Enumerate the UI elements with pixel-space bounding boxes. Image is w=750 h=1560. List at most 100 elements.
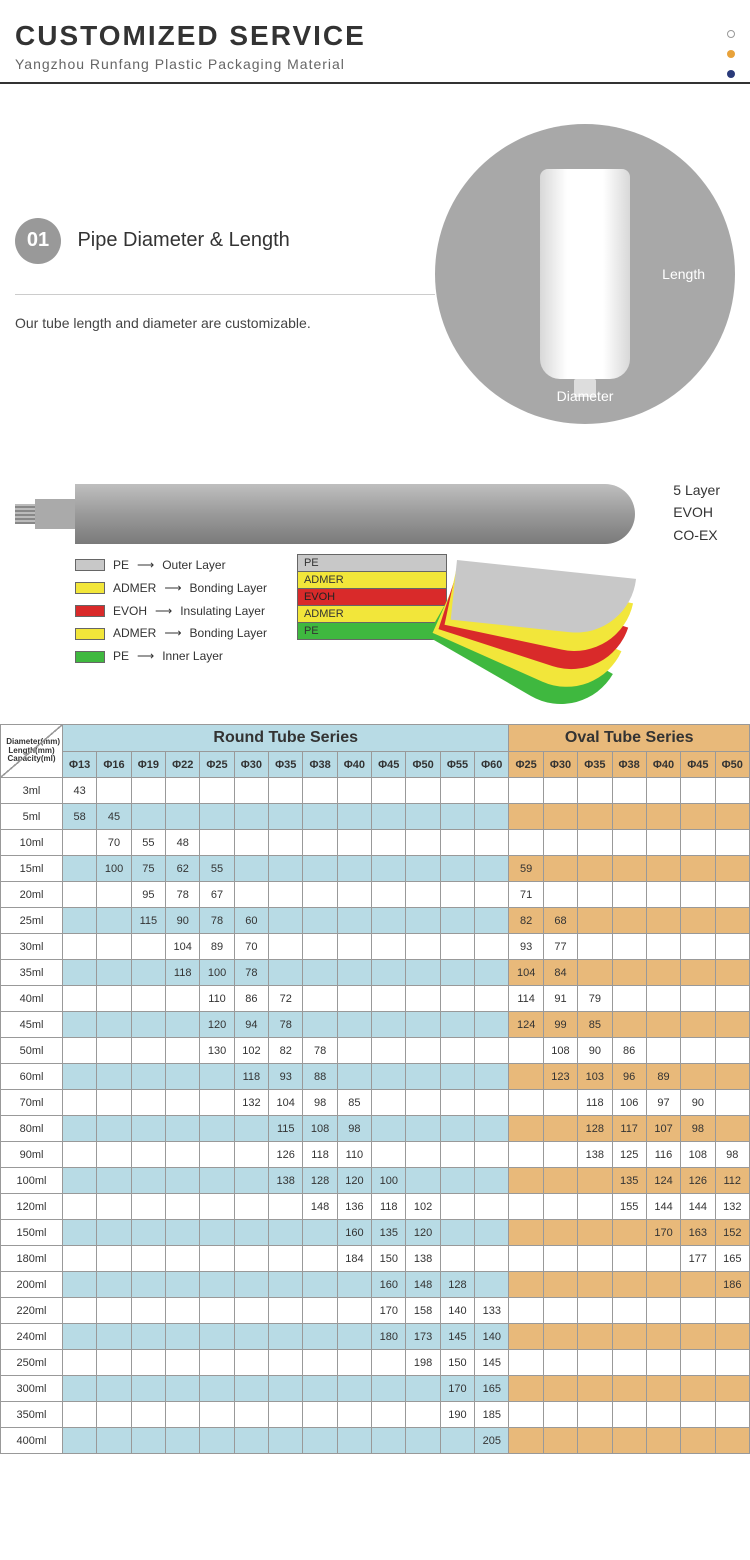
data-cell xyxy=(337,1324,371,1350)
data-cell xyxy=(234,1376,268,1402)
data-cell: 118 xyxy=(166,960,200,986)
data-cell xyxy=(646,1272,680,1298)
data-cell: 82 xyxy=(509,908,543,934)
data-cell xyxy=(234,1428,268,1454)
capacity-cell: 40ml xyxy=(1,986,63,1012)
section-title: Pipe Diameter & Length xyxy=(77,229,289,252)
data-cell xyxy=(234,882,268,908)
table-row: 120ml148136118102155144144132 xyxy=(1,1194,750,1220)
data-cell xyxy=(234,1324,268,1350)
data-cell: 163 xyxy=(681,1220,715,1246)
section-description: Our tube length and diameter are customi… xyxy=(15,294,435,331)
data-cell xyxy=(337,804,371,830)
data-cell xyxy=(337,1350,371,1376)
data-cell xyxy=(406,1038,440,1064)
data-cell xyxy=(612,1324,646,1350)
data-cell xyxy=(475,960,509,986)
capacity-cell: 200ml xyxy=(1,1272,63,1298)
legend-name: ADMER xyxy=(113,577,156,600)
page-title: CUSTOMIZED SERVICE xyxy=(15,20,735,52)
data-cell: 89 xyxy=(200,934,234,960)
data-cell xyxy=(578,1272,612,1298)
data-cell xyxy=(303,882,337,908)
data-cell xyxy=(131,1142,165,1168)
data-cell xyxy=(440,882,474,908)
data-cell xyxy=(475,882,509,908)
data-cell: 68 xyxy=(543,908,577,934)
col-header: Φ45 xyxy=(372,752,406,778)
data-cell xyxy=(372,986,406,1012)
data-cell xyxy=(372,1012,406,1038)
data-cell xyxy=(200,1090,234,1116)
data-cell xyxy=(97,934,131,960)
data-cell: 180 xyxy=(372,1324,406,1350)
data-cell xyxy=(303,908,337,934)
data-cell xyxy=(543,1272,577,1298)
data-cell xyxy=(269,856,303,882)
data-cell: 98 xyxy=(303,1090,337,1116)
data-cell xyxy=(269,908,303,934)
data-cell xyxy=(509,1272,543,1298)
data-cell xyxy=(475,804,509,830)
data-cell xyxy=(612,934,646,960)
data-cell xyxy=(303,1012,337,1038)
data-cell xyxy=(715,1012,749,1038)
data-cell xyxy=(63,1220,97,1246)
data-cell xyxy=(337,1272,371,1298)
data-cell xyxy=(543,1402,577,1428)
data-cell: 96 xyxy=(612,1064,646,1090)
col-header: Φ25 xyxy=(200,752,234,778)
data-cell xyxy=(337,778,371,804)
data-cell xyxy=(681,1298,715,1324)
data-cell xyxy=(681,1402,715,1428)
data-cell xyxy=(578,778,612,804)
data-cell: 177 xyxy=(681,1246,715,1272)
data-cell xyxy=(509,1090,543,1116)
col-header: Φ40 xyxy=(646,752,680,778)
data-cell xyxy=(63,856,97,882)
data-cell xyxy=(578,856,612,882)
table-row: 70ml13210498851181069790 xyxy=(1,1090,750,1116)
data-cell: 70 xyxy=(97,830,131,856)
data-cell xyxy=(269,1194,303,1220)
data-cell: 158 xyxy=(406,1298,440,1324)
arrow-icon: ⟶ xyxy=(164,622,181,645)
arrow-icon: ⟶ xyxy=(164,577,181,600)
length-label: Length xyxy=(662,266,705,282)
data-cell xyxy=(337,1012,371,1038)
data-cell xyxy=(509,1116,543,1142)
data-cell xyxy=(131,1428,165,1454)
col-header: Φ19 xyxy=(131,752,165,778)
data-cell: 110 xyxy=(337,1142,371,1168)
data-cell xyxy=(715,1324,749,1350)
data-cell xyxy=(303,1298,337,1324)
data-cell xyxy=(440,1246,474,1272)
data-cell xyxy=(715,986,749,1012)
data-cell xyxy=(578,1350,612,1376)
data-cell xyxy=(681,830,715,856)
data-cell xyxy=(440,856,474,882)
data-cell xyxy=(509,1038,543,1064)
data-cell xyxy=(303,1246,337,1272)
data-cell xyxy=(475,830,509,856)
data-cell: 140 xyxy=(440,1298,474,1324)
data-cell xyxy=(406,882,440,908)
data-cell: 125 xyxy=(612,1142,646,1168)
label-text: CO-EX xyxy=(673,524,720,546)
data-cell xyxy=(131,934,165,960)
data-cell xyxy=(715,1298,749,1324)
data-cell: 90 xyxy=(578,1038,612,1064)
data-cell: 78 xyxy=(200,908,234,934)
data-cell xyxy=(578,804,612,830)
diameter-label: Diameter xyxy=(557,388,614,404)
data-cell xyxy=(509,1298,543,1324)
data-cell xyxy=(269,1428,303,1454)
layer-stack: PEADMEREVOHADMERPE xyxy=(297,554,447,639)
data-cell xyxy=(612,1376,646,1402)
data-cell: 135 xyxy=(612,1168,646,1194)
data-cell xyxy=(543,1090,577,1116)
round-header: Round Tube Series xyxy=(63,725,509,752)
data-cell xyxy=(269,830,303,856)
data-cell xyxy=(715,778,749,804)
data-cell xyxy=(269,960,303,986)
